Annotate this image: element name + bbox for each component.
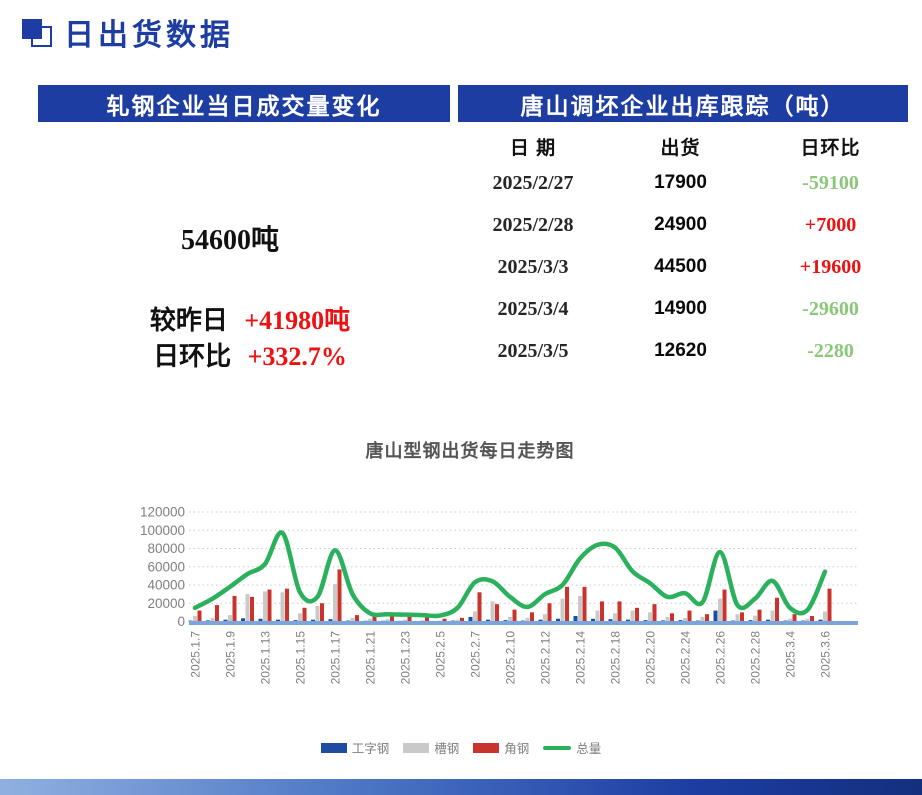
cell-change: -59100 [802,171,859,194]
chart-legend: 工字钢 槽钢 角钢 总量 [0,738,922,757]
svg-text:60000: 60000 [147,559,185,574]
vs-yesterday-label: 较昨日 [149,306,228,335]
vs-yesterday-value: +41980吨 [244,306,351,335]
svg-text:2025.2.10: 2025.2.10 [504,631,518,685]
svg-text:2025.2.7: 2025.2.7 [469,631,483,678]
legend-swatch [403,742,430,753]
dod-label: 日环比 [153,342,232,371]
chart-title: 唐山型钢出货每日走势图 [365,441,575,461]
table-row: 2025/2/27 17900 -59100 [458,162,908,204]
svg-text:2025.1.15: 2025.1.15 [294,631,308,685]
cell-change: +7000 [804,213,857,236]
table-header-row: 日 期 出货 日环比 [458,130,908,162]
x-axis-labels: 2025.1.7 2025.1.9 2025.1.13 2025.1.15 2025.1… [189,631,833,685]
legend-label: 工字钢 [351,742,390,756]
cell-shipment: 24900 [654,214,707,235]
left-section-header-label: 轧钢企业当日成交量变化 [106,93,382,119]
vs-yesterday-line: 较昨日 +41980吨 [55,300,445,337]
bars-角钢 [197,569,832,622]
svg-text:2025.2.28: 2025.2.28 [749,631,763,685]
square-bullet-icon [22,17,52,47]
dod-line: 日环比 +332.7% [55,336,445,373]
cell-date: 2025/3/5 [497,339,569,362]
svg-text:120000: 120000 [140,505,185,520]
gridlines [189,511,858,604]
svg-text:2025.1.7: 2025.1.7 [189,631,203,678]
table-row: 2025/2/28 24900 +7000 [458,204,908,246]
svg-text:2025.1.13: 2025.1.13 [259,631,273,685]
legend-item-工字钢: 工字钢 [320,738,390,757]
trend-chart: 0 20000 40000 60000 80000 100000 120000 2025.1.… [140,505,858,685]
cell-change: -2280 [807,339,854,362]
svg-text:80000: 80000 [147,541,185,556]
legend-item-槽钢: 槽钢 [403,738,459,757]
col-header-shipment: 出货 [660,137,701,159]
right-section-header: 唐山调坯企业出库跟踪（吨） [458,85,908,122]
cell-shipment: 44500 [654,256,707,277]
y-axis-labels: 0 20000 40000 60000 80000 100000 120000 [140,505,185,630]
col-header-date: 日 期 [509,137,557,159]
cell-shipment: 17900 [654,172,707,193]
cell-change: +19600 [799,255,862,278]
left-section-header: 轧钢企业当日成交量变化 [38,85,450,122]
legend-label: 槽钢 [434,742,460,756]
svg-text:20000: 20000 [147,596,185,611]
cell-change: -29600 [802,297,859,320]
today-volume-value: 54600吨 [180,225,279,256]
table-row: 2025/3/5 12620 -2280 [458,330,908,372]
svg-text:40000: 40000 [147,578,185,593]
bars-槽钢 [193,584,827,622]
page-title: 日出货数据 [64,19,234,52]
svg-text:2025.2.20: 2025.2.20 [644,631,658,685]
cell-date: 2025/2/28 [492,213,574,236]
svg-text:2025.1.21: 2025.1.21 [364,631,378,685]
legend-label: 角钢 [504,742,530,756]
legend-label: 总量 [576,742,602,756]
legend-swatch [320,742,347,753]
legend-item-总量: 总量 [543,738,601,757]
total-line [192,530,828,619]
cell-date: 2025/2/27 [492,171,574,194]
right-section-header-label: 唐山调坯企业出库跟踪（吨） [520,93,846,119]
svg-text:2025.2.24: 2025.2.24 [679,631,693,685]
table-row: 2025/3/4 14900 -29600 [458,288,908,330]
svg-text:100000: 100000 [140,523,185,538]
svg-text:2025.1.17: 2025.1.17 [329,631,343,685]
svg-text:2025.2.12: 2025.2.12 [539,631,553,685]
legend-swatch [543,745,572,750]
table-row: 2025/3/3 44500 +19600 [458,246,908,288]
col-header-change: 日环比 [800,137,861,159]
cell-date: 2025/3/3 [497,255,569,278]
svg-text:2025.2.14: 2025.2.14 [574,631,588,685]
cell-shipment: 12620 [654,340,707,361]
outbound-tracking-table: 日 期 出货 日环比 2025/2/27 17900 -59100 2025/2/28… [458,130,908,372]
svg-text:2025.2.18: 2025.2.18 [609,631,623,685]
legend-swatch [473,742,500,753]
svg-text:0: 0 [177,614,185,629]
dod-value: +332.7% [247,342,347,371]
svg-text:2025.1.9: 2025.1.9 [224,631,238,678]
legend-item-角钢: 角钢 [473,738,529,757]
cell-date: 2025/3/4 [497,297,569,320]
page-title-row: 日出货数据 [22,10,234,54]
cell-shipment: 14900 [654,298,707,319]
svg-text:2025.2.26: 2025.2.26 [714,631,728,685]
footer-ribbon [0,779,922,795]
svg-text:2025.3.6: 2025.3.6 [819,631,833,678]
svg-text:2025.1.23: 2025.1.23 [399,631,413,685]
table-body: 2025/2/27 17900 -59100 2025/2/28 24900 +7000 2… [458,162,908,372]
svg-text:2025.3.4: 2025.3.4 [784,631,798,678]
svg-text:2025.2.5: 2025.2.5 [434,631,448,678]
